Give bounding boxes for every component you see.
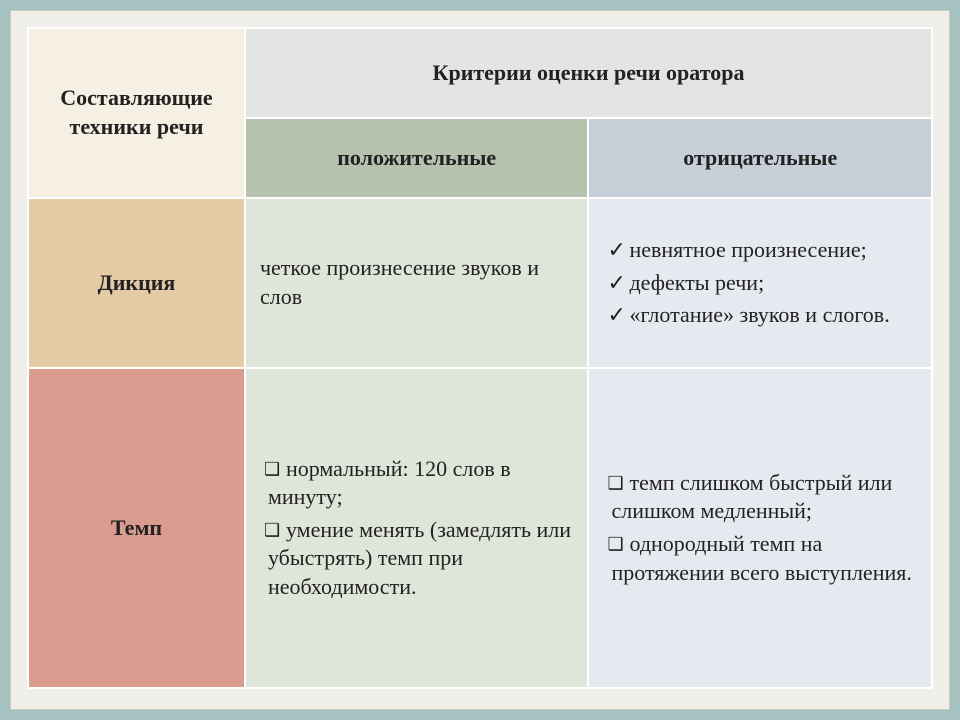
list-item: однородный темп на протяжении всего выст… [611, 530, 917, 587]
row-label-tempo: Темп [28, 368, 245, 688]
list-item: «глотание» звуков и слогов. [611, 301, 917, 330]
header-negative: отрицательные [588, 118, 932, 198]
square-list: темп слишком быстрый или слишком медленн… [603, 469, 917, 587]
cell-diction-positive: четкое произнесение звуков и слов [245, 198, 589, 368]
list-item: нормальный: 120 слов в минуту; [268, 455, 574, 512]
header-positive: положительные [245, 118, 589, 198]
header-criteria: Критерии оценки речи оратора [245, 28, 932, 118]
row-label-diction: Дикция [28, 198, 245, 368]
list-item: умение менять (замедлять или убыстрять) … [268, 516, 574, 602]
table-row: Дикция четкое произнесение звуков и слов… [28, 198, 932, 368]
cell-diction-negative: невнятное произнесение; дефекты речи; «г… [588, 198, 932, 368]
criteria-table: Составляющие техники речи Критерии оценк… [27, 27, 933, 689]
list-item: дефекты речи; [611, 269, 917, 298]
cell-tempo-positive: нормальный: 120 слов в минуту; умение ме… [245, 368, 589, 688]
cell-tempo-negative: темп слишком быстрый или слишком медленн… [588, 368, 932, 688]
header-components: Составляющие техники речи [28, 28, 245, 198]
slide-panel: Составляющие техники речи Критерии оценк… [10, 10, 950, 710]
check-list: невнятное произнесение; дефекты речи; «г… [603, 236, 917, 330]
square-list: нормальный: 120 слов в минуту; умение ме… [260, 455, 574, 602]
table-header-row-1: Составляющие техники речи Критерии оценк… [28, 28, 932, 118]
table-row: Темп нормальный: 120 слов в минуту; умен… [28, 368, 932, 688]
list-item: темп слишком быстрый или слишком медленн… [611, 469, 917, 526]
list-item: невнятное произнесение; [611, 236, 917, 265]
slide: Составляющие техники речи Критерии оценк… [0, 0, 960, 720]
